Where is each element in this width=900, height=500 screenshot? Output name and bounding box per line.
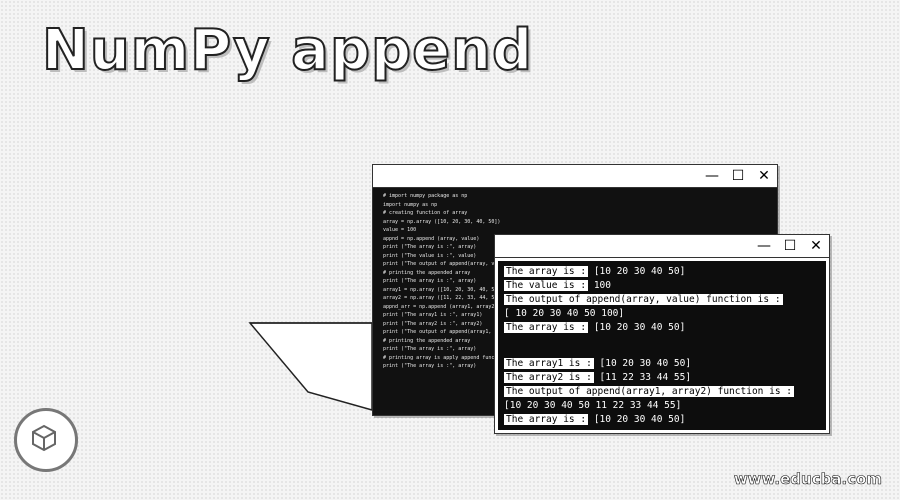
output-line: The value is : 100 <box>504 279 826 293</box>
output-line: The array is : [10 20 30 40 50] <box>504 321 826 335</box>
site-watermark: www.educba.com <box>734 470 882 488</box>
maximize-icon[interactable]: ☐ <box>777 235 803 257</box>
close-icon[interactable]: ✕ <box>751 165 777 187</box>
code-line: # creating function of array <box>383 209 777 218</box>
output-label: The array1 is : <box>504 358 594 369</box>
minimize-icon[interactable]: — <box>699 165 725 187</box>
output-spacer <box>504 335 826 357</box>
output-line: [10 20 30 40 50 11 22 33 44 55] <box>504 399 826 413</box>
output-value: 100 <box>594 280 611 291</box>
output-label: The array is : <box>504 266 588 277</box>
output-label: The value is : <box>504 280 588 291</box>
output-line: The output of append(array, value) funct… <box>504 293 826 307</box>
output-label: The output of append(array, value) funct… <box>504 294 783 305</box>
output-window-titlebar: — ☐ ✕ <box>495 235 829 258</box>
code-line: # import numpy package as np <box>383 192 777 201</box>
code-line: array = np.array ([10, 20, 30, 40, 50]) <box>383 218 777 227</box>
output-line: The array2 is : [11 22 33 44 55] <box>504 371 826 385</box>
maximize-icon[interactable]: ☐ <box>725 165 751 187</box>
close-icon[interactable]: ✕ <box>803 235 829 257</box>
output-label: The array is : <box>504 414 588 425</box>
output-label: The array is : <box>504 322 588 333</box>
output-console: The array is : [10 20 30 40 50] The value… <box>495 258 829 433</box>
output-label: The output of append(array1, array2) fun… <box>504 386 794 397</box>
output-value: [10 20 30 40 50] <box>600 358 692 369</box>
code-window-titlebar: — ☐ ✕ <box>373 165 777 188</box>
output-value: [11 22 33 44 55] <box>600 372 692 383</box>
output-label: The array2 is : <box>504 372 594 383</box>
code-line: import numpy as np <box>383 201 777 210</box>
output-line: [ 10 20 30 40 50 100] <box>504 307 826 321</box>
output-line: The output of append(array1, array2) fun… <box>504 385 826 399</box>
minimize-icon[interactable]: — <box>751 235 777 257</box>
output-value: [ 10 20 30 40 50 100] <box>504 308 624 319</box>
output-value: [10 20 30 40 50] <box>594 322 686 333</box>
output-window: — ☐ ✕ The array is : [10 20 30 40 50] The… <box>494 234 830 434</box>
output-line: The array is : [10 20 30 40 50] <box>504 265 826 279</box>
output-line: The array1 is : [10 20 30 40 50] <box>504 357 826 371</box>
brand-logo <box>14 408 78 472</box>
output-value: [10 20 30 40 50] <box>594 414 686 425</box>
cube-icon <box>31 424 57 452</box>
output-value: [10 20 30 40 50] <box>594 266 686 277</box>
output-line: The array is : [10 20 30 40 50] <box>504 413 826 427</box>
output-value: [10 20 30 40 50 11 22 33 44 55] <box>504 400 681 411</box>
